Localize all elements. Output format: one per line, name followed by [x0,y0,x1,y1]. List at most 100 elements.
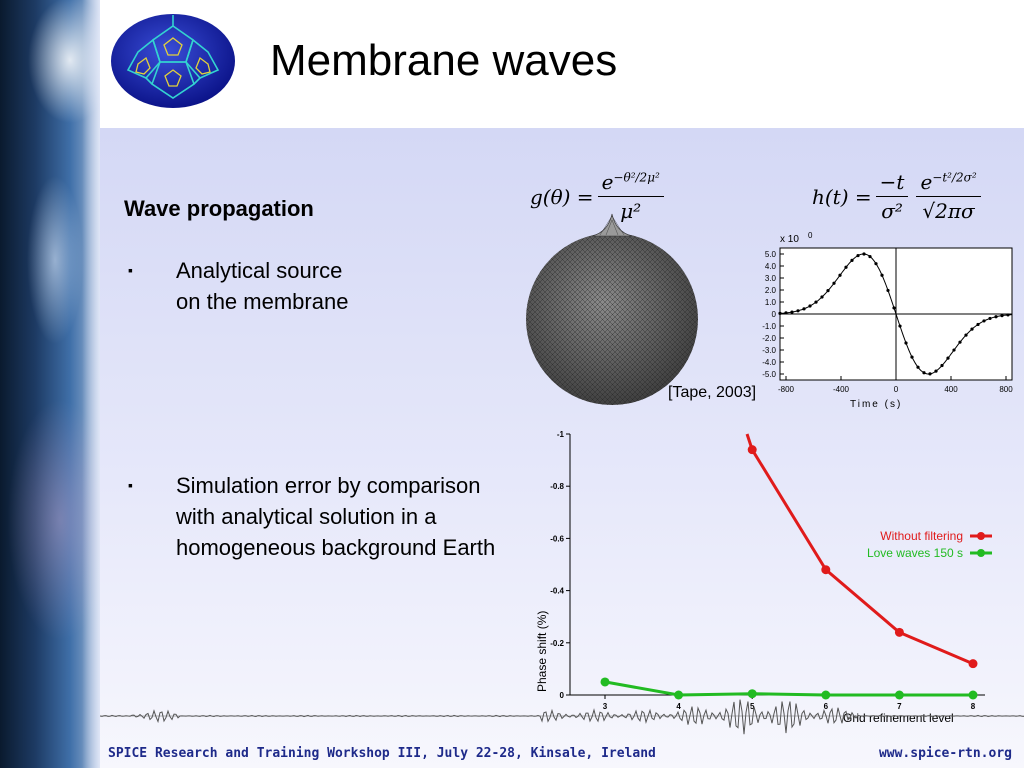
formula-h-num1: −t [875,170,909,197]
y-tick-label: -1.0 [762,322,776,331]
legend-marker [977,532,985,540]
sample-point [838,273,842,277]
y-tick-label: -4.0 [762,358,776,367]
formula-h-fraction-1: −t σ² [875,170,909,223]
sample-point [802,307,806,311]
plot-multiplier-exponent: 0 [808,231,813,240]
plot-multiplier: x 10 [780,234,799,245]
sample-point [808,304,812,308]
phase-shift-chart: -1 -0.8 -0.6 -0.4 -0.2 0 3 4 5 6 7 8 Phase shift (… [535,430,992,724]
bullet-line: Simulation error by comparison [176,473,481,498]
x-tick-label: 3 [603,702,608,711]
y-tick-label: 5.0 [765,250,777,259]
y-tick-label: -0.2 [550,639,564,648]
formula-h-den2: √2πσ [922,199,975,223]
sample-point [982,319,986,323]
y-tick-label: 0 [772,310,777,319]
sample-point [892,306,896,310]
series-line [604,680,973,697]
y-tick-label: -0.8 [550,482,564,491]
data-point [968,690,978,700]
formula-g-lhs: g(θ) = [530,184,594,209]
data-point [821,565,831,575]
sample-point [886,288,890,293]
y-tick-label: 2.0 [765,286,777,295]
data-point [674,690,684,700]
chart-ylabel: Phase shift (%) [535,611,549,692]
sample-point [1000,314,1004,318]
sample-point [874,262,878,266]
content-area [100,128,1024,768]
sample-point [928,372,932,376]
sample-point [970,327,974,331]
y-tick-label: 3.0 [765,274,777,283]
sample-point [814,300,818,304]
y-tick-label: -0.4 [550,587,564,596]
legend-marker [977,549,985,557]
sample-point [934,369,938,373]
formula-h: h(t) = −t σ² e−t²/2σ² √2πσ [812,170,985,223]
bullet-line: homogeneous background Earth [176,535,496,560]
chart-xlabel: Grid refinement level [843,711,954,724]
data-point [747,689,757,699]
x-tick-label: 5 [750,702,755,711]
sample-point [988,316,992,321]
footer-website-link[interactable]: www.spice-rtn.org [878,746,1012,761]
x-tick-label: 800 [999,385,1013,394]
data-point [968,659,978,669]
x-tick-label: 400 [944,385,958,394]
sample-point [796,309,800,313]
bullet-marker: ▪ [128,262,133,278]
formula-g-num: e [601,170,614,194]
legend-label: Love waves 150 s [867,546,963,560]
bullet-line: on the membrane [176,289,349,314]
data-point [894,627,904,637]
sample-point [976,322,980,327]
x-tick-label: 4 [676,702,681,711]
data-point [747,445,757,455]
x-tick-label: -400 [833,385,850,394]
sample-point [994,315,998,319]
x-tick-label: 7 [897,702,902,711]
bullet-line: with analytical solution in a [176,504,437,529]
sample-point [784,311,788,315]
formula-g: g(θ) = e−θ²/2μ² μ² [530,170,668,223]
earth-image-strip [0,0,100,768]
sample-point [1006,313,1010,317]
sample-point [868,254,872,259]
footer-workshop: SPICE Research and Training Workshop III… [108,746,656,761]
bullet-line: Analytical source [176,258,343,283]
y-tick-label: -2.0 [762,334,776,343]
bullet-text-error: Simulation error by comparison with anal… [176,470,495,563]
formula-g-exponent: −θ²/2μ² [613,170,660,185]
legend-label: Without filtering [880,529,963,543]
formula-h-fraction-2: e−t²/2σ² √2πσ [916,170,981,223]
sample-point [940,363,944,368]
membrane-mesh-sphere [526,213,698,405]
sample-point [862,252,866,256]
y-tick-label: 4.0 [765,262,777,271]
citation: [Tape, 2003] [668,384,757,401]
formula-h-den1: σ² [881,199,903,223]
seismogram-decoration [100,699,1024,735]
y-tick-label: 1.0 [765,298,777,307]
plot-xlabel: Time (s) [850,399,902,410]
sample-point [916,365,920,369]
sample-point [922,371,926,375]
source-curve [779,253,1013,375]
source-time-function-plot: x 10 0 5.0 4.0 3.0 2.0 1.0 0 -1.0 -2.0 -3.0 -4.0 -… [762,231,1013,410]
sample-point [880,273,884,277]
bullet-marker: ▪ [128,477,133,493]
sample-point [826,289,830,293]
sample-point [946,356,950,360]
y-tick-label: -5.0 [762,370,776,379]
section-heading: Wave propagation [124,196,314,221]
sample-point [844,265,848,269]
sample-point [778,311,782,315]
sample-point [850,258,854,262]
formula-h-lhs: h(t) = [812,184,872,209]
sample-point [832,281,836,285]
sample-point [904,341,908,345]
sample-point [910,355,914,359]
data-point [600,677,610,687]
